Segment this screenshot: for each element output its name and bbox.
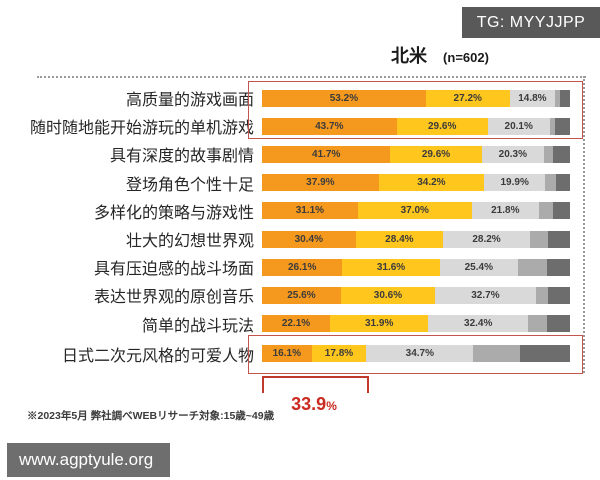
bar-segment-orange: 26.1% xyxy=(262,258,343,276)
bar-segment-darkgray xyxy=(548,230,570,248)
stacked-bar: 43.7% 29.6% 20.1% xyxy=(262,117,570,135)
category-label: 具有压迫感的战斗场面 xyxy=(93,261,254,279)
bar-segment-orange: 31.1% xyxy=(262,202,358,220)
bar-segment-orange: 53.2% xyxy=(262,89,426,107)
bar-segment-darkgray xyxy=(559,89,570,107)
category-label: 表达世界观的原创音乐 xyxy=(93,289,254,307)
watermark: www.agptyule.org xyxy=(7,443,170,477)
chart-row: 简单的战斗玩法 22.1% 31.9% 32.4% xyxy=(0,310,600,338)
bar-segment-midgray xyxy=(555,89,560,107)
chart-rows: 高质量的游戏画面 53.2% 27.2% 14.8% 随时随地能开始游玩的单机游戏 43.… xyxy=(0,84,600,368)
chart-row: 多样化的策略与游戏性 31.1% 37.0% 21.8% xyxy=(0,197,600,225)
chart-title: 北米 xyxy=(391,46,428,66)
bar-segment-orange: 16.1% xyxy=(262,345,312,363)
annotation-unit: % xyxy=(326,399,337,413)
bar-segment-midgray xyxy=(545,174,556,192)
bar-segment-lightgray: 32.4% xyxy=(428,315,529,333)
stacked-bar: 30.4% 28.4% 28.2% xyxy=(262,230,570,248)
bar-segment-yellow: 28.4% xyxy=(355,230,444,248)
bar-segment-lightgray: 21.8% xyxy=(471,202,539,220)
category-label: 多样化的策略与游戏性 xyxy=(93,204,254,222)
footnote: ※2023年5月 弊社調べWEBリサーチ対象:15歳~49歳 xyxy=(27,410,275,422)
bar-segment-orange: 30.4% xyxy=(262,230,356,248)
bar-segment-yellow: 29.6% xyxy=(390,145,482,163)
bar-segment-yellow: 29.6% xyxy=(396,117,488,135)
category-label: 具有深度的故事剧情 xyxy=(109,148,254,166)
annotation-number: 33.9 xyxy=(291,394,327,414)
bar-segment-yellow: 30.6% xyxy=(340,286,436,304)
stacked-bar: 31.1% 37.0% 21.8% xyxy=(262,202,570,220)
bar-segment-lightgray: 25.4% xyxy=(439,258,518,276)
category-label: 登场角色个性十足 xyxy=(125,176,254,194)
sample-size: (n=602) xyxy=(443,50,489,65)
chart-header: 北米 (n=602) xyxy=(320,42,560,68)
bar-segment-lightgray: 19.9% xyxy=(484,174,546,192)
chart-row: 登场角色个性十足 37.9% 34.2% 19.9% xyxy=(0,169,600,197)
chart-row: 高质量的游戏画面 53.2% 27.2% 14.8% xyxy=(0,84,600,112)
bar-segment-yellow: 34.2% xyxy=(378,174,485,192)
chart-row: 日式二次元风格的可爱人物 16.1% 17.8% 34.7% xyxy=(0,340,600,368)
chart-row: 壮大的幻想世界观 30.4% 28.4% 28.2% xyxy=(0,225,600,253)
bar-segment-orange: 37.9% xyxy=(262,174,379,192)
stacked-bar: 41.7% 29.6% 20.3% xyxy=(262,145,570,163)
bar-segment-yellow: 17.8% xyxy=(311,345,367,363)
stacked-bar: 26.1% 31.6% 25.4% xyxy=(262,258,570,276)
bar-segment-midgray xyxy=(535,286,548,304)
bar-segment-yellow: 31.6% xyxy=(342,258,440,276)
dotted-divider-top xyxy=(37,76,586,78)
bar-segment-darkgray xyxy=(547,286,570,304)
tg-badge: TG: MYYJJPP xyxy=(462,7,600,38)
bar-segment-yellow: 37.0% xyxy=(357,202,472,220)
bar-segment-lightgray: 32.7% xyxy=(435,286,536,304)
bar-segment-yellow: 31.9% xyxy=(330,315,429,333)
chart-row: 具有深度的故事剧情 41.7% 29.6% 20.3% xyxy=(0,140,600,168)
bar-segment-midgray xyxy=(544,145,554,163)
bar-segment-darkgray xyxy=(553,202,570,220)
bar-segment-midgray xyxy=(538,202,554,220)
tg-badge-label: TG: MYYJJPP xyxy=(476,13,586,31)
watermark-text: www.agptyule.org xyxy=(19,450,154,469)
annotation-bracket xyxy=(262,376,369,393)
bar-segment-orange: 22.1% xyxy=(262,315,331,333)
stacked-bar: 22.1% 31.9% 32.4% xyxy=(262,315,570,333)
bar-segment-lightgray: 20.1% xyxy=(487,117,550,135)
chart-row: 具有压迫感的战斗场面 26.1% 31.6% 25.4% xyxy=(0,253,600,281)
category-label: 壮大的幻想世界观 xyxy=(125,233,254,251)
chart-row: 随时随地能开始游玩的单机游戏 43.7% 29.6% 20.1% xyxy=(0,112,600,140)
bar-segment-orange: 43.7% xyxy=(262,117,397,135)
stacked-bar: 37.9% 34.2% 19.9% xyxy=(262,174,570,192)
bar-segment-midgray xyxy=(473,345,521,363)
bar-segment-lightgray: 14.8% xyxy=(509,89,556,107)
stacked-bar: 25.6% 30.6% 32.7% xyxy=(262,286,570,304)
bar-segment-lightgray: 20.3% xyxy=(481,145,545,163)
dotted-divider-right xyxy=(583,76,585,373)
stacked-bar: 53.2% 27.2% 14.8% xyxy=(262,89,570,107)
bar-segment-midgray xyxy=(528,315,547,333)
annotation-value: 33.9% xyxy=(252,394,376,415)
category-label: 简单的战斗玩法 xyxy=(141,317,254,335)
chart-row: 表达世界观的原创音乐 25.6% 30.6% 32.7% xyxy=(0,281,600,309)
bar-segment-yellow: 27.2% xyxy=(425,89,510,107)
stacked-bar: 16.1% 17.8% 34.7% xyxy=(262,345,570,363)
bar-segment-orange: 41.7% xyxy=(262,145,391,163)
bar-segment-orange: 25.6% xyxy=(262,286,341,304)
bar-segment-lightgray: 28.2% xyxy=(443,230,530,248)
bar-segment-darkgray xyxy=(555,174,570,192)
bar-segment-darkgray xyxy=(520,345,570,363)
bar-segment-darkgray xyxy=(547,258,570,276)
category-label: 高质量的游戏画面 xyxy=(125,92,254,110)
bar-segment-lightgray: 34.7% xyxy=(366,345,474,363)
category-label: 日式二次元风格的可爱人物 xyxy=(61,347,254,365)
bar-segment-darkgray xyxy=(546,315,570,333)
category-label: 随时随地能开始游玩的单机游戏 xyxy=(29,120,254,138)
bar-segment-midgray xyxy=(549,117,556,135)
bar-segment-midgray xyxy=(517,258,548,276)
bar-segment-darkgray xyxy=(553,145,570,163)
bar-segment-darkgray xyxy=(555,117,570,135)
bar-segment-midgray xyxy=(529,230,549,248)
